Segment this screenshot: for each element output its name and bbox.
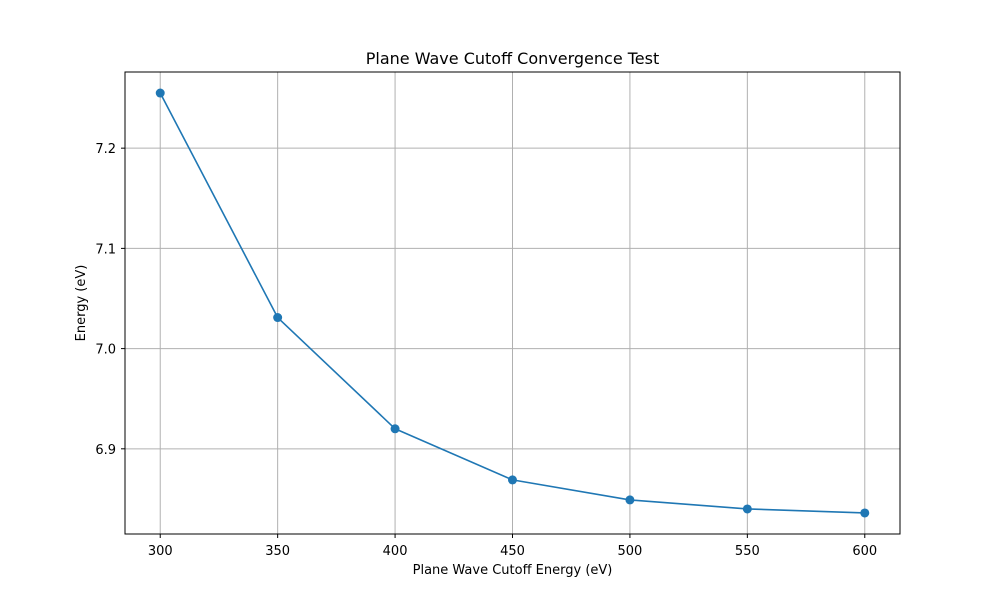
y-tick-label: 7.1: [95, 242, 116, 257]
y-axis-title: Energy (eV): [74, 265, 89, 342]
x-tick-label: 400: [383, 544, 408, 559]
x-axis-title: Plane Wave Cutoff Energy (eV): [413, 563, 613, 578]
chart-title: Plane Wave Cutoff Convergence Test: [366, 49, 660, 68]
data-point: [390, 424, 400, 434]
y-tick-layer: 6.9 7.0 7.1 7.2: [95, 142, 125, 458]
data-point: [155, 88, 165, 98]
series-layer: [155, 88, 870, 518]
x-tick-label: 600: [852, 544, 877, 559]
grid-layer: [125, 72, 900, 534]
x-tick-label: 300: [148, 544, 173, 559]
x-tick-label: 450: [500, 544, 525, 559]
data-point: [860, 508, 870, 518]
y-tick-label: 6.9: [95, 443, 116, 458]
data-point: [273, 313, 283, 323]
x-tick-label: 350: [265, 544, 290, 559]
y-tick-label: 7.0: [95, 343, 116, 358]
y-tick-label: 7.2: [95, 142, 116, 157]
x-tick-label: 550: [735, 544, 760, 559]
x-tick-layer: 300 350 400 450 500 550 600: [148, 534, 877, 559]
data-point: [508, 475, 517, 485]
data-point: [625, 495, 635, 505]
data-point: [742, 504, 752, 514]
x-tick-label: 500: [618, 544, 643, 559]
